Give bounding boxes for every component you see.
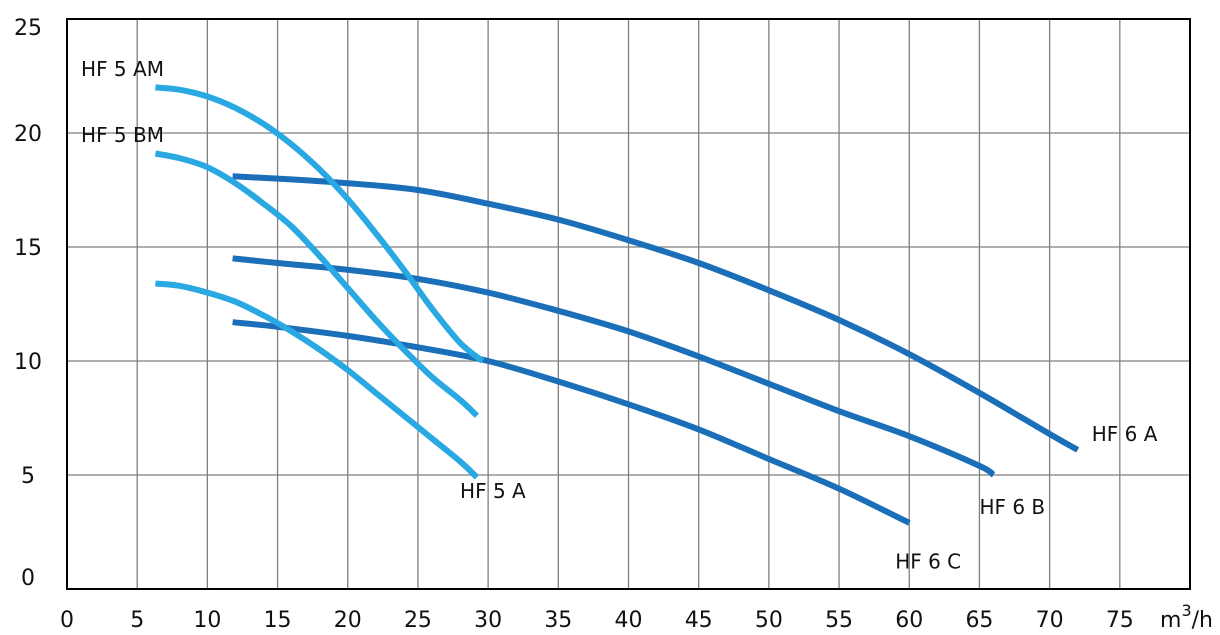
y-tick-label-25: 25: [14, 16, 42, 41]
y-tick-label-5: 5: [21, 464, 35, 489]
x-tick-label-40: 40: [615, 608, 643, 633]
x-axis-label-sup: 3: [1181, 601, 1191, 620]
curve-hf-5-a: [155, 280, 479, 480]
x-tick-label-5: 5: [130, 608, 144, 633]
y-tick-label-0: 0: [21, 566, 35, 591]
x-axis-label-base: m: [1160, 608, 1181, 633]
x-tick-label-20: 20: [334, 608, 362, 633]
x-tick-label-25: 25: [404, 608, 432, 633]
x-tick-label-10: 10: [193, 608, 221, 633]
x-tick-label-30: 30: [474, 608, 502, 633]
label-hf-6-a: HF 6 A: [1092, 422, 1158, 446]
x-axis-label-suffix: /h: [1192, 608, 1213, 633]
x-tick-label-75: 75: [1106, 608, 1134, 633]
curves: [154, 84, 1080, 526]
grid: [67, 19, 1190, 589]
x-tick-label-0: 0: [60, 608, 74, 633]
y-tick-labels: 0 5 10 15 20 25: [14, 16, 42, 591]
y-tick-label-15: 15: [14, 236, 42, 261]
x-tick-label-70: 70: [1036, 608, 1064, 633]
curve-labels: HF 5 AM HF 5 BM HF 5 A HF 6 A HF 6 B HF 6 C: [81, 57, 1158, 573]
label-hf-5-a: HF 5 A: [460, 479, 526, 503]
curve-hf-6-c: [232, 319, 911, 526]
x-tick-label-65: 65: [965, 608, 993, 633]
x-tick-label-45: 45: [685, 608, 713, 633]
label-hf-6-c: HF 6 C: [895, 549, 961, 573]
label-hf-5-bm: HF 5 BM: [81, 123, 164, 147]
x-tick-label-60: 60: [895, 608, 923, 633]
x-tick-label-55: 55: [825, 608, 853, 633]
plot-frame: [66, 18, 1191, 590]
curve-hf-6-a: [232, 173, 1080, 453]
x-axis-label: m3/h: [1160, 601, 1213, 633]
x-tick-label-15: 15: [264, 608, 292, 633]
x-tick-labels: 0 5 10 15 20 25 30 35 40 45 50 55 60 65 70 75: [60, 608, 1134, 633]
label-hf-5-am: HF 5 AM: [81, 57, 164, 81]
label-hf-6-b: HF 6 B: [979, 495, 1045, 519]
y-tick-label-10: 10: [14, 350, 42, 375]
x-tick-label-50: 50: [755, 608, 783, 633]
curve-hf-6-b: [232, 255, 996, 478]
y-tick-label-20: 20: [14, 122, 42, 147]
curve-hf-5-am: [155, 84, 485, 364]
x-tick-label-35: 35: [544, 608, 572, 633]
curve-hf-5-bm: [154, 150, 479, 418]
